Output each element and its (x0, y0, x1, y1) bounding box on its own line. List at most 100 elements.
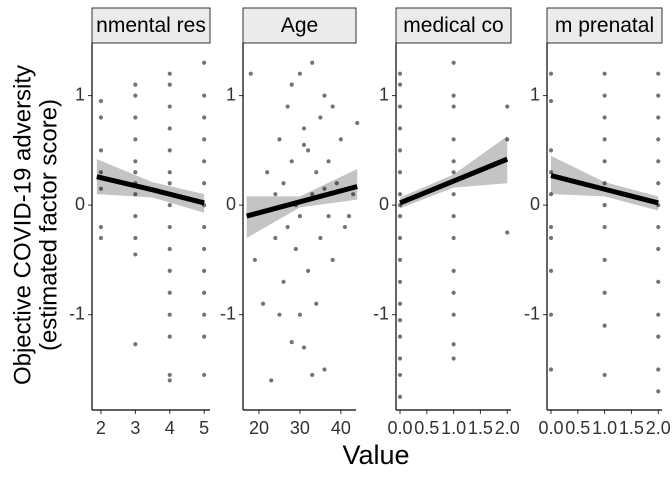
point (289, 82, 294, 87)
y-tick-label: 1 (379, 84, 389, 104)
y-tick-label: 1 (75, 84, 85, 104)
point (397, 82, 403, 87)
point (548, 268, 554, 273)
fit-line (96, 174, 205, 206)
point (133, 252, 138, 257)
point (602, 224, 607, 230)
point (330, 257, 335, 263)
point (133, 192, 138, 197)
x-tick-label: 30 (290, 418, 310, 438)
point (202, 181, 207, 186)
point (167, 82, 172, 87)
x-tick-label: 20 (249, 418, 269, 438)
point (397, 372, 403, 378)
point (397, 71, 403, 76)
point (451, 290, 456, 295)
x-tick-label: 0.5 (565, 418, 590, 438)
point (167, 372, 172, 378)
point (202, 312, 207, 317)
point (505, 230, 510, 235)
point (656, 312, 661, 317)
point (602, 159, 607, 164)
point (318, 115, 323, 120)
point (548, 98, 554, 104)
y-tick-label: 0 (530, 194, 540, 214)
point (293, 246, 298, 252)
strip (242, 7, 357, 44)
point (326, 213, 331, 219)
point (602, 137, 607, 142)
point (289, 339, 294, 345)
point (330, 104, 335, 109)
point (342, 224, 348, 230)
point (548, 224, 554, 230)
point (548, 235, 554, 241)
strip (546, 7, 663, 44)
point (656, 334, 661, 339)
point (167, 126, 172, 131)
point (602, 290, 607, 295)
point (346, 213, 352, 219)
confidence-band (96, 159, 205, 213)
x-tick-label: 2.0 (646, 418, 671, 438)
point (98, 148, 104, 153)
point (397, 192, 403, 197)
point (451, 60, 456, 65)
point (98, 115, 104, 120)
point (451, 268, 456, 273)
point (548, 148, 554, 153)
point (133, 235, 138, 241)
point (167, 170, 172, 175)
point (98, 224, 104, 230)
point (202, 159, 207, 164)
point (285, 104, 290, 109)
point (202, 268, 207, 273)
point (318, 235, 323, 241)
point (602, 93, 607, 98)
point (167, 104, 172, 109)
point (351, 192, 356, 197)
x-axis-label: Value (342, 440, 409, 470)
x-tick-label: 5 (199, 418, 209, 438)
point (269, 378, 274, 383)
point (602, 115, 607, 120)
point (167, 334, 172, 339)
point (133, 159, 138, 164)
point (273, 235, 278, 241)
point (202, 115, 207, 120)
point (167, 203, 172, 208)
point (167, 312, 172, 317)
point (297, 71, 303, 76)
point (277, 312, 282, 317)
strip (395, 7, 512, 44)
point (451, 213, 456, 219)
point (310, 372, 315, 378)
point (451, 235, 456, 241)
x-tick-label: 1.0 (592, 418, 617, 438)
point (202, 93, 207, 98)
x-tick-label: 1.0 (441, 418, 466, 438)
point (322, 186, 327, 191)
x-tick-label: 2 (96, 418, 106, 438)
point (281, 279, 286, 284)
point (397, 356, 403, 361)
point (602, 372, 607, 378)
point (167, 224, 172, 230)
point (133, 170, 138, 175)
y-axis-label: (estimated factor score) (35, 99, 62, 351)
point (202, 246, 207, 252)
point (451, 159, 456, 164)
x-tick-label: 2.0 (495, 418, 520, 438)
y-axis-label: Objective COVID-19 adversity (9, 65, 36, 385)
point (98, 170, 104, 175)
point (248, 71, 253, 76)
point (656, 279, 661, 284)
point (202, 372, 207, 378)
point (133, 342, 138, 347)
y-tick-label: -1 (524, 303, 540, 323)
point (397, 170, 403, 175)
panel-title: nmental res (96, 14, 206, 37)
point (301, 345, 307, 350)
point (297, 213, 303, 219)
